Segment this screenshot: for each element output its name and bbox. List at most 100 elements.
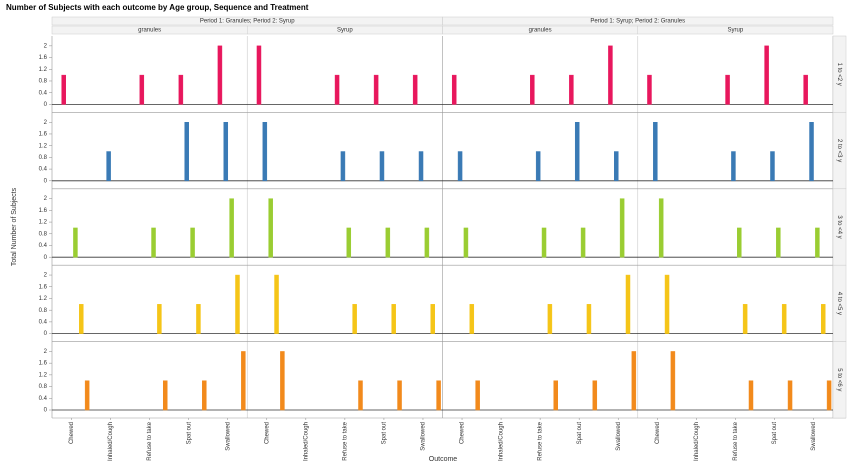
bar: [553, 380, 558, 411]
x-tick-label: Spat out: [186, 422, 192, 445]
bar: [463, 227, 469, 258]
bar: [184, 122, 189, 182]
y-axis-title: Total Number of Subjects: [11, 187, 18, 266]
bar: [664, 274, 670, 334]
treatment-label: Syrup: [337, 28, 353, 34]
x-tick-label: Chewed: [69, 422, 75, 444]
bar: [139, 74, 145, 105]
bar: [358, 380, 363, 411]
bar: [451, 74, 457, 105]
bar: [569, 74, 574, 105]
bar: [748, 380, 754, 411]
bar: [418, 151, 424, 182]
y-tick-label: 0.4: [39, 243, 48, 249]
y-tick-label: 0: [44, 408, 48, 414]
y-tick-label: 0: [44, 178, 48, 184]
bar: [162, 380, 168, 411]
row-label: 4 to <5 y: [836, 292, 842, 315]
y-tick-label: 0: [44, 102, 48, 108]
treatment-label: granules: [529, 28, 552, 34]
y-tick-label: 2: [44, 196, 48, 202]
y-tick-label: 1.6: [39, 284, 48, 290]
bar: [787, 380, 793, 411]
sequence-label: Period 1: Granules; Period 2: Syrup: [200, 19, 295, 25]
bar: [592, 380, 598, 411]
chart-title: Number of Subjects with each outcome by …: [6, 3, 309, 12]
bar: [397, 380, 402, 411]
bar: [574, 122, 580, 182]
bar: [436, 380, 441, 411]
y-tick-label: 2: [44, 349, 48, 355]
bar: [631, 351, 637, 411]
bar: [475, 380, 480, 411]
bar: [625, 274, 631, 334]
bar: [79, 304, 84, 334]
bar: [412, 74, 418, 105]
bar: [274, 274, 279, 334]
y-tick-label: 0.8: [39, 155, 48, 161]
y-tick-label: 1.2: [39, 296, 48, 302]
y-tick-label: 1.2: [39, 220, 48, 226]
y-tick-label: 1.6: [39, 55, 48, 61]
bar: [334, 74, 340, 105]
bar: [379, 151, 385, 182]
y-tick-label: 2: [44, 273, 48, 279]
bar: [84, 380, 90, 411]
x-tick-label: Inhaled/Cough: [694, 422, 700, 461]
x-tick-label: Inhaled/Cough: [108, 422, 114, 461]
sequence-label: Period 1: Syrup; Period 2: Granules: [590, 19, 685, 25]
bar: [547, 304, 553, 334]
y-tick-label: 0.4: [39, 396, 48, 402]
bar: [340, 151, 346, 182]
bar: [280, 351, 285, 411]
bar: [373, 74, 379, 105]
x-tick-label: Refuse to take: [342, 421, 348, 460]
y-tick-label: 1.2: [39, 143, 48, 149]
bar: [535, 151, 541, 182]
bar: [391, 304, 396, 334]
y-tick-label: 0.4: [39, 90, 48, 96]
y-tick-label: 0: [44, 331, 48, 337]
bar: [424, 227, 430, 258]
bar: [742, 304, 748, 334]
bar: [580, 227, 586, 258]
bar: [457, 151, 463, 182]
y-tick-label: 1.6: [39, 361, 48, 367]
treatment-label: granules: [138, 28, 161, 34]
bar: [653, 122, 658, 182]
bar: [764, 45, 769, 105]
treatment-label: Syrup: [728, 28, 744, 34]
y-tick-label: 0.8: [39, 384, 48, 390]
bar: [614, 151, 619, 182]
x-tick-label: Swallowed: [225, 422, 231, 451]
bar: [190, 227, 195, 258]
header-cell: [637, 25, 834, 35]
bar: [776, 227, 781, 258]
bar: [658, 198, 664, 258]
row-label: 5 to <6 y: [836, 368, 842, 391]
bar: [820, 304, 826, 334]
x-tick-label: Inhaled/Cough: [499, 422, 505, 461]
bar: [106, 151, 111, 182]
x-tick-label: Refuse to take: [733, 421, 739, 460]
bar: [385, 227, 391, 258]
x-tick-label: Refuse to take: [147, 421, 153, 460]
bar: [241, 351, 246, 411]
header-cell: [442, 16, 834, 26]
bar: [586, 304, 592, 334]
bar: [731, 151, 736, 182]
bar: [809, 122, 814, 182]
x-tick-label: Chewed: [655, 422, 661, 444]
bar: [235, 274, 240, 334]
x-tick-label: Spat out: [772, 422, 778, 445]
bar: [541, 227, 547, 258]
bar: [73, 227, 78, 258]
x-tick-label: Swallowed: [421, 422, 427, 451]
bar: [217, 45, 223, 105]
bar: [619, 198, 625, 258]
bar: [469, 304, 475, 334]
y-tick-label: 1.2: [39, 372, 48, 378]
bar: [262, 122, 268, 182]
bar: [196, 304, 201, 334]
